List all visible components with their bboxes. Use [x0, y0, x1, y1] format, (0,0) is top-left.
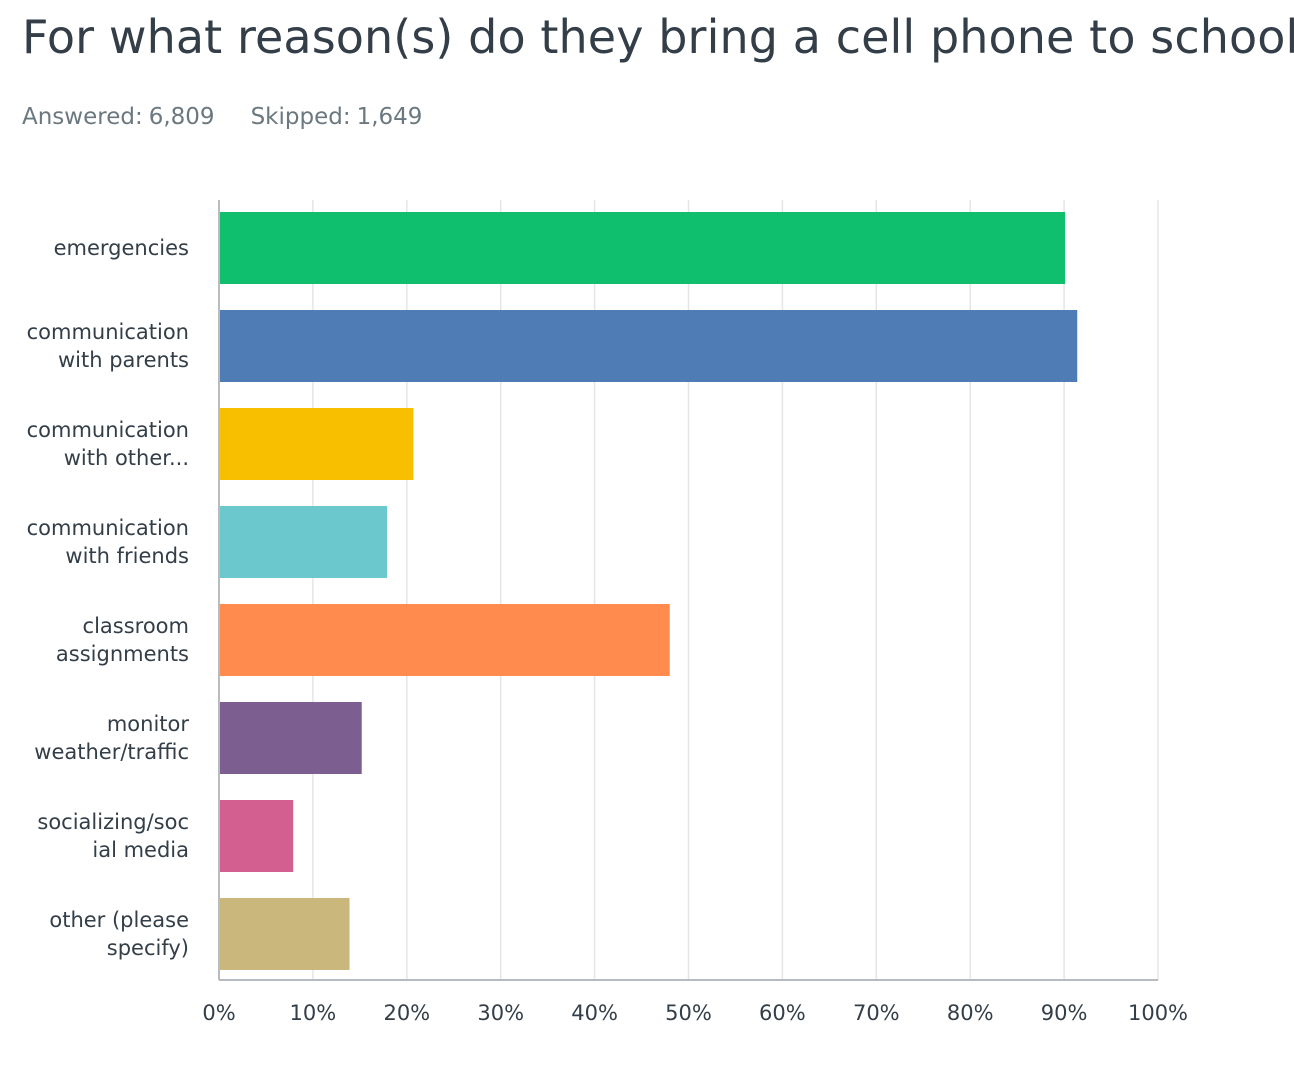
category-label: communication — [27, 418, 189, 442]
category-label: with other... — [64, 446, 189, 470]
category-label: monitor — [107, 712, 190, 736]
skipped-count: 1,649 — [356, 104, 423, 130]
x-tick-label: 80% — [947, 1001, 994, 1025]
category-label: communication — [27, 516, 189, 540]
x-tick-label: 30% — [477, 1001, 524, 1025]
category-label: specify) — [107, 936, 189, 960]
bar — [219, 506, 388, 578]
category-label: socializing/soc — [37, 810, 189, 834]
x-tick-label: 50% — [665, 1001, 712, 1025]
category-label: classroom — [83, 614, 189, 638]
answered-count: 6,809 — [148, 104, 215, 130]
x-tick-label: 10% — [290, 1001, 337, 1025]
category-label: emergencies — [54, 236, 189, 260]
x-tick-label: 100% — [1128, 1001, 1188, 1025]
skipped-label: Skipped: — [250, 104, 351, 130]
category-label: ial media — [92, 838, 189, 862]
bar — [219, 408, 414, 480]
category-label: assignments — [56, 642, 189, 666]
question-title: For what reason(s) do they bring a cell … — [22, 10, 1294, 64]
x-tick-label: 60% — [759, 1001, 806, 1025]
bar — [219, 898, 350, 970]
category-label: with parents — [58, 348, 189, 372]
answered-label: Answered: — [22, 104, 143, 130]
skipped-stat: Skipped: 1,649 — [251, 104, 423, 130]
bar — [219, 212, 1066, 284]
response-stats: Answered: 6,809 Skipped: 1,649 — [22, 104, 422, 130]
x-tick-label: 0% — [202, 1001, 235, 1025]
x-tick-label: 70% — [853, 1001, 900, 1025]
bar — [219, 604, 670, 676]
x-tick-label: 90% — [1041, 1001, 1088, 1025]
bar — [219, 702, 362, 774]
category-label: other (please — [49, 908, 189, 932]
answered-stat: Answered: 6,809 — [22, 104, 215, 130]
bar — [219, 310, 1078, 382]
category-label: weather/traffic — [34, 740, 189, 764]
x-tick-label: 40% — [571, 1001, 618, 1025]
category-label: communication — [27, 320, 189, 344]
x-tick-label: 20% — [383, 1001, 430, 1025]
bar — [219, 800, 294, 872]
category-label: with friends — [65, 544, 189, 568]
